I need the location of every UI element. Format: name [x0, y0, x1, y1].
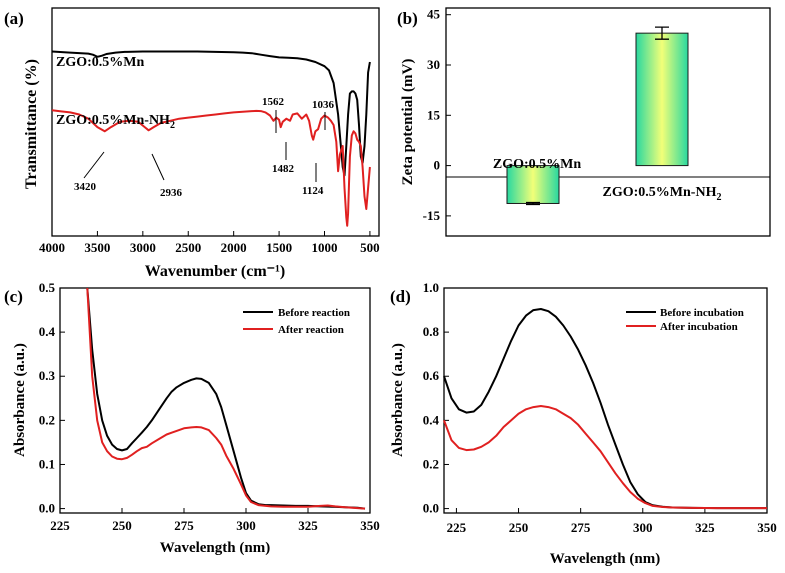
panel-d-x-tick-label-275: 275 [571, 520, 591, 535]
panel-a-x-tick-label-500: 500 [360, 240, 380, 255]
annotation-1562: 1562 [262, 96, 285, 108]
panel-d-y-tick-label-0.6: 0.6 [423, 368, 440, 383]
panel-c-plot-area [86, 287, 366, 510]
panel-b-y-label: Zeta potential (mV) [400, 59, 416, 186]
panel-d-y-tick-label-0.4: 0.4 [423, 412, 440, 427]
panel-c-x-tick-label-350: 350 [360, 518, 380, 533]
panel-c-y-tick-label-0.2: 0.2 [39, 412, 55, 427]
legend-after-incubation: After incubation [660, 321, 738, 333]
panel-d-x-tick-label-250: 250 [509, 520, 529, 535]
panel-c-y-tick-label-0.0: 0.0 [39, 501, 55, 516]
bar-label-zgo: ZGO:0.5%Mn [493, 157, 581, 172]
error-bar-zgo-0-5-mn-nh2 [655, 26, 669, 40]
panel-d: (d) 225 250 275 300 325 350 0.0 0.2 0.4 0.6 0.8 1.0… [390, 280, 777, 567]
panel-d-x-tick-label-325: 325 [695, 520, 715, 535]
annotation-arrow-3420 [83, 151, 105, 179]
panel-c-x-tick-label-250: 250 [112, 518, 132, 533]
panel-a-x-tick-label-3000: 3000 [130, 240, 156, 255]
legend-before-reaction: Before reaction [278, 307, 350, 319]
panel-c-y-tick-label-0.3: 0.3 [39, 368, 56, 383]
panel-c-x-tick-label-325: 325 [298, 518, 318, 533]
panel-c-y-label: Absorbance (a.u.) [12, 343, 28, 457]
panel-c-series-before-reaction [86, 287, 366, 510]
panel-b-y-tick-label--15: -15 [423, 208, 441, 223]
panel-a-plot-area [51, 50, 371, 227]
panel-d-series-before-incubation [443, 308, 767, 510]
annotation-2936: 2936 [160, 187, 183, 199]
panel-a-series-zgo-0-5-mn [51, 50, 371, 177]
panel-a-x-tick-label-3500: 3500 [84, 240, 110, 255]
panel-b-label: (b) [397, 9, 418, 28]
panel-a-x-tick-label-2000: 2000 [221, 240, 247, 255]
annotation-1482: 1482 [272, 163, 295, 175]
panel-a-x-axis: 4000 3500 3000 2500 2000 1500 1000 500 [39, 231, 380, 255]
panel-b-y-axis: -15 0 15 30 45 [423, 7, 451, 223]
panel-c-y-tick-label-0.1: 0.1 [39, 456, 55, 471]
panel-d-x-tick-label-350: 350 [757, 520, 777, 535]
annotation-3420: 3420 [74, 181, 97, 193]
panel-a-x-tick-label-4000: 4000 [39, 240, 65, 255]
bar-zgo-0-5-mn [506, 165, 560, 204]
panel-d-y-tick-label-0.0: 0.0 [423, 501, 439, 516]
panel-b-y-tick-label-30: 30 [427, 57, 440, 72]
panel-a-frame [51, 7, 380, 237]
panel-d-axes: 225 250 275 300 325 350 0.0 0.2 0.4 0.6 0.8 1.0 [423, 280, 777, 535]
panel-d-legend: Before incubation After incubation [626, 307, 744, 333]
panel-c-frame [59, 287, 371, 514]
panel-c-x-tick-label-300: 300 [236, 518, 256, 533]
panel-a: (a) 4000 3500 3000 2500 2000 1500 1000 500 ZGO:… [4, 7, 380, 280]
panel-b-plot-area [506, 26, 689, 206]
panel-c: (c) 225 250 275 300 325 350 0.0 0.1 0.2 0.3 0.4 0.5… [4, 280, 380, 556]
panel-a-x-tick-label-2500: 2500 [175, 240, 201, 255]
panel-a-x-tick-label-1500: 1500 [266, 240, 292, 255]
legend-after-reaction: After reaction [278, 324, 344, 336]
panel-c-x-label: Wavelength (nm) [160, 540, 270, 556]
legend-before-incubation: Before incubation [660, 307, 744, 319]
panel-c-series-after-reaction [86, 287, 366, 510]
annotation-1036: 1036 [312, 99, 335, 111]
panel-c-label: (c) [4, 287, 23, 306]
panel-d-y-tick-label-1.0: 1.0 [423, 280, 439, 295]
panel-d-y-tick-label-0.2: 0.2 [423, 456, 439, 471]
panel-c-y-tick-label-0.5: 0.5 [39, 280, 56, 295]
error-bar-zgo-0-5-mn [526, 201, 540, 206]
panel-d-series-after-incubation [443, 405, 767, 510]
panel-a-y-label: Transmittance (%) [23, 59, 40, 189]
panel-d-y-tick-label-0.8: 0.8 [423, 324, 440, 339]
panel-c-x-tick-label-275: 275 [174, 518, 194, 533]
panel-a-x-tick-label-1000: 1000 [312, 240, 338, 255]
annotation-1124: 1124 [302, 185, 324, 197]
panel-d-y-label: Absorbance (a.u.) [390, 343, 406, 457]
panel-d-x-tick-label-225: 225 [447, 520, 467, 535]
panel-d-plot-area [443, 308, 767, 510]
panel-a-annotations: 3420 2936 1562 1482 1124 1036 [74, 96, 335, 199]
panel-c-axes: 225 250 275 300 325 350 0.0 0.1 0.2 0.3 0.4 0.5 [39, 280, 380, 533]
panel-a-x-label: Wavenumber (cm⁻¹) [145, 263, 285, 280]
panel-b-y-tick-label-15: 15 [427, 107, 441, 122]
bar-label-zgo-nh2: ZGO:0.5%Mn-NH2 [603, 185, 722, 203]
panel-c-y-tick-label-0.4: 0.4 [39, 324, 56, 339]
panel-d-x-tick-label-300: 300 [633, 520, 653, 535]
panel-c-x-tick-label-225: 225 [50, 518, 70, 533]
bar-zgo-0-5-mn-nh2 [635, 32, 689, 167]
panel-a-series-zgo-0-5-mn-nh2 [51, 109, 371, 227]
panel-d-label: (d) [390, 287, 411, 306]
panel-b-y-tick-label-45: 45 [427, 7, 441, 22]
panel-b: (b) -15 0 15 30 45 ZGO:0.5%Mn ZGO:0.5%Mn-NH2… [397, 7, 771, 237]
panel-b-frame [445, 7, 771, 237]
panel-d-frame [443, 287, 768, 514]
annotation-arrow-2936 [151, 153, 165, 181]
panel-c-legend: Before reaction After reaction [243, 307, 350, 336]
panel-b-y-tick-label-0: 0 [434, 158, 441, 173]
panel-a-series-label-zgo: ZGO:0.5%Mn [56, 55, 144, 70]
panel-a-series-label-zgo-nh2: ZGO:0.5%Mn-NH2 [56, 113, 175, 131]
panel-a-label: (a) [4, 9, 24, 28]
panel-d-x-label: Wavelength (nm) [550, 551, 660, 567]
